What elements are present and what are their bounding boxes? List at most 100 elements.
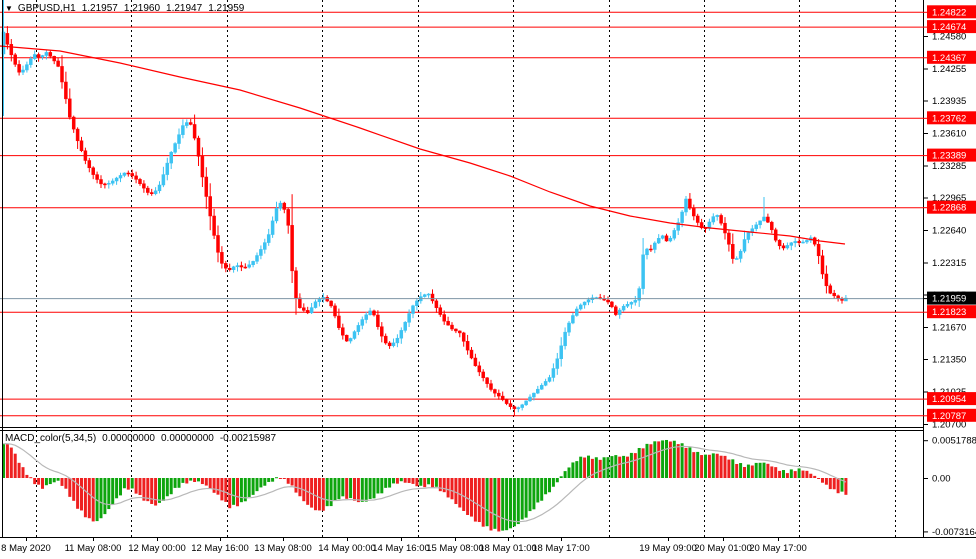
price-label-box bbox=[927, 305, 976, 319]
candle-body bbox=[130, 173, 134, 177]
macd-bar bbox=[44, 478, 48, 486]
candle-body bbox=[434, 300, 439, 308]
candle-body bbox=[645, 248, 649, 256]
macd-bar bbox=[161, 478, 165, 501]
candle-body bbox=[625, 304, 630, 307]
macd-bar bbox=[282, 478, 286, 479]
time-axis[interactable]: 8 May 2020 11 May 08:00 12 May 00:00 12 May… bbox=[1, 537, 807, 554]
main-pane[interactable] bbox=[0, 0, 923, 417]
macd-bar bbox=[688, 447, 692, 478]
candle-body bbox=[528, 396, 532, 402]
macd-bar bbox=[512, 478, 516, 527]
candle-body bbox=[559, 345, 563, 359]
price-tick-label: 1.22640 bbox=[932, 226, 966, 237]
chevron-down-icon[interactable]: ▼ bbox=[5, 4, 13, 13]
macd-bar bbox=[9, 447, 13, 478]
candle-body bbox=[294, 270, 298, 299]
macd-axis[interactable]: 0.0051788 0.00 -0.0073164 bbox=[923, 436, 976, 538]
price-label-box bbox=[927, 111, 976, 125]
macd-bar bbox=[25, 474, 29, 478]
candle-body bbox=[797, 241, 801, 243]
macd-bar bbox=[470, 478, 473, 517]
price-axis[interactable]: 1.24580 1.24255 1.23935 1.23610 1.23285 1.229… bbox=[923, 5, 976, 431]
candle-body bbox=[758, 220, 762, 226]
macd-bar bbox=[321, 478, 325, 511]
macd-bar bbox=[80, 478, 83, 511]
candle-body bbox=[251, 261, 255, 266]
macd-bar bbox=[298, 478, 302, 497]
macd-bar bbox=[551, 478, 555, 487]
macd-bar bbox=[707, 454, 711, 478]
candle-body bbox=[75, 128, 80, 142]
macd-bar bbox=[200, 478, 204, 485]
price-label-text: 1.24822 bbox=[932, 7, 966, 18]
candle-body bbox=[376, 314, 380, 327]
macd-bar bbox=[388, 478, 392, 488]
macd-bar bbox=[622, 455, 626, 478]
macd-bar bbox=[434, 478, 438, 487]
macd-bar bbox=[821, 478, 824, 483]
macd-bar bbox=[236, 478, 239, 507]
macd-bar bbox=[571, 462, 575, 478]
macd-bar bbox=[126, 478, 130, 490]
macd-bar bbox=[111, 478, 115, 505]
macd-bar bbox=[95, 478, 99, 522]
candle-body bbox=[500, 395, 505, 400]
macd-bar bbox=[208, 478, 212, 489]
price-label-text: 1.23389 bbox=[932, 151, 966, 162]
candle-body bbox=[17, 64, 21, 73]
macd-bar bbox=[653, 441, 657, 478]
candle-body bbox=[364, 314, 368, 320]
candle-body bbox=[95, 174, 99, 180]
macd-bar bbox=[758, 462, 762, 478]
time-tick-label: 20 May 17:00 bbox=[749, 543, 807, 554]
candle-body bbox=[282, 202, 287, 210]
macd-bar bbox=[239, 478, 243, 503]
macd-bar bbox=[832, 478, 836, 490]
candle-body bbox=[606, 299, 610, 303]
macd-bar bbox=[376, 478, 380, 494]
macd-bar bbox=[473, 478, 477, 522]
macd-bar bbox=[824, 478, 828, 485]
candle-body bbox=[770, 221, 774, 231]
candle-body bbox=[504, 399, 509, 404]
candle-body bbox=[356, 325, 361, 332]
macd-histogram bbox=[2, 439, 848, 532]
candle-body bbox=[161, 174, 166, 186]
candle-body bbox=[239, 265, 244, 268]
candle-body bbox=[247, 264, 251, 268]
macd-bar bbox=[692, 452, 696, 478]
candle-body bbox=[368, 310, 372, 316]
macd-bar bbox=[72, 478, 76, 501]
macd-bar bbox=[805, 470, 809, 478]
price-label-box bbox=[927, 392, 976, 406]
candle-body bbox=[473, 357, 478, 367]
macd-pane[interactable] bbox=[2, 439, 848, 532]
price-label-box bbox=[927, 408, 976, 422]
price-label-box bbox=[927, 200, 976, 214]
macd-bar bbox=[107, 478, 111, 510]
macd-bar bbox=[746, 464, 750, 478]
macd-bar bbox=[704, 454, 707, 478]
macd-bar bbox=[793, 471, 797, 478]
macd-bar bbox=[778, 470, 782, 478]
candle-body bbox=[333, 305, 337, 317]
candle-body bbox=[816, 243, 821, 257]
macd-bar bbox=[259, 478, 263, 488]
macd-bar bbox=[193, 478, 197, 482]
candle-body bbox=[812, 237, 817, 245]
macd-bar bbox=[314, 478, 317, 511]
candle-body bbox=[578, 304, 583, 310]
candle-body bbox=[617, 309, 622, 315]
macd-bar bbox=[770, 466, 774, 478]
candle-body bbox=[805, 240, 809, 243]
macd-bar bbox=[360, 478, 364, 502]
price-label-text: 1.24674 bbox=[932, 22, 966, 33]
macd-bar bbox=[115, 478, 119, 499]
macd-bar bbox=[516, 478, 520, 525]
macd-bar bbox=[672, 440, 676, 478]
macd-bar bbox=[458, 478, 462, 508]
candle-body bbox=[208, 196, 212, 217]
